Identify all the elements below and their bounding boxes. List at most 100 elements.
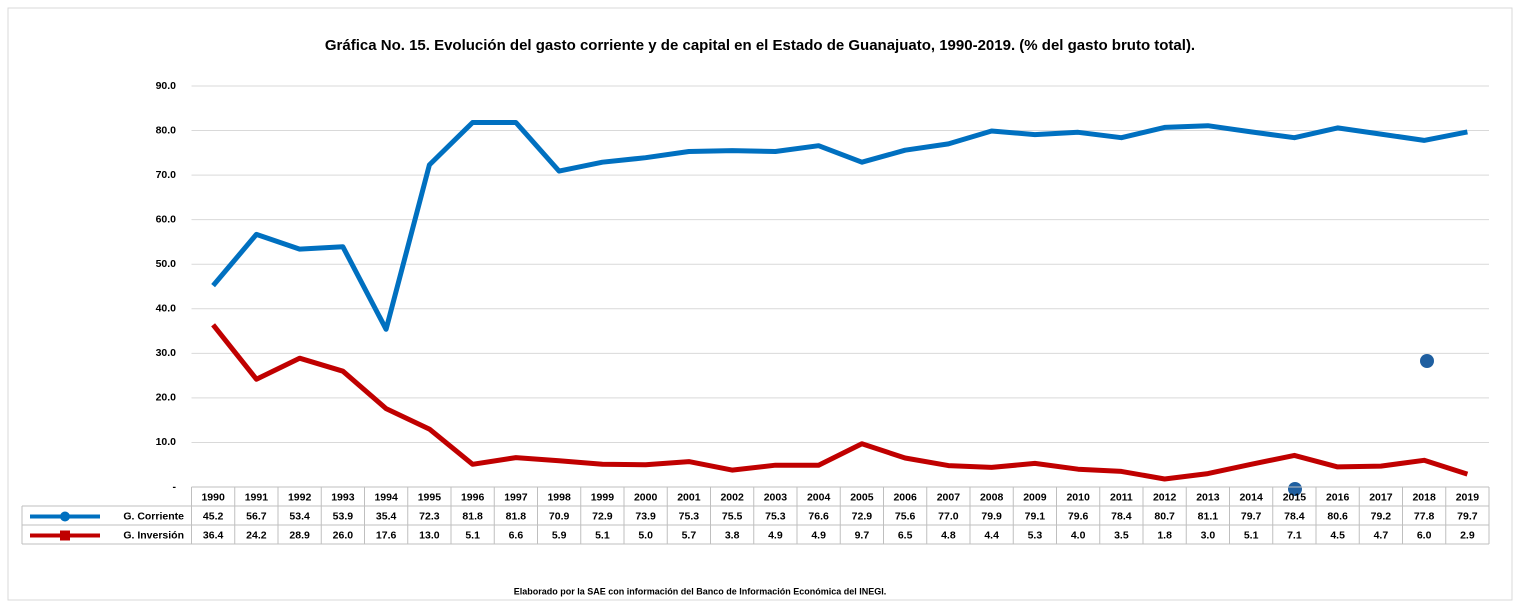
table-value: 6.5 (898, 529, 913, 541)
y-tick-label: 10.0 (156, 436, 177, 448)
x-tick-label: 2014 (1239, 491, 1263, 503)
table-value: 3.0 (1201, 529, 1216, 541)
table-value: 6.6 (509, 529, 524, 541)
table-value: 75.3 (765, 510, 786, 522)
x-tick-label: 1995 (418, 491, 442, 503)
x-tick-label: 2015 (1283, 491, 1307, 503)
table-value: 80.7 (1154, 510, 1175, 522)
table-value: 5.1 (465, 529, 480, 541)
x-tick-label: 1997 (504, 491, 528, 503)
x-tick-label: 1996 (461, 491, 485, 503)
x-tick-label: 2008 (980, 491, 1004, 503)
table-value: 80.6 (1327, 510, 1348, 522)
table-value: 5.3 (1028, 529, 1043, 541)
table-value: 4.0 (1071, 529, 1086, 541)
table-value: 3.5 (1114, 529, 1129, 541)
table-value: 72.3 (419, 510, 440, 522)
table-value: 56.7 (246, 510, 267, 522)
x-tick-label: 2019 (1456, 491, 1480, 503)
table-value: 75.3 (679, 510, 700, 522)
legend-marker (60, 511, 70, 522)
source-note: Elaborado por la SAE con información del… (514, 586, 887, 596)
table-value: 79.6 (1068, 510, 1089, 522)
y-tick-label: 40.0 (156, 303, 177, 315)
table-value: 5.9 (552, 529, 567, 541)
table-value: 35.4 (376, 510, 397, 522)
table-value: 79.7 (1457, 510, 1478, 522)
table-value: 77.0 (938, 510, 959, 522)
x-tick-label: 2018 (1412, 491, 1436, 503)
x-tick-label: 2016 (1326, 491, 1350, 503)
table-value: 4.7 (1374, 529, 1389, 541)
table-value: 26.0 (333, 529, 354, 541)
table-value: 4.8 (941, 529, 956, 541)
y-tick-label: 30.0 (156, 347, 177, 359)
series-line (211, 120, 1468, 332)
table-value: 5.0 (638, 529, 653, 541)
table-value: 2.9 (1460, 529, 1475, 541)
y-tick-label: 70.0 (156, 169, 177, 181)
chart-title: Gráfica No. 15. Evolución del gasto corr… (325, 37, 1195, 54)
table-value: 45.2 (203, 510, 224, 522)
stray-marker (1288, 482, 1302, 496)
table-value: 4.5 (1330, 529, 1345, 541)
table-value: 9.7 (855, 529, 870, 541)
x-tick-label: 2006 (893, 491, 917, 503)
table-value: 73.9 (635, 510, 656, 522)
table-value: 7.1 (1287, 529, 1302, 541)
stray-marker (1420, 354, 1434, 368)
chart-frame (7, 7, 1513, 601)
table-value: 72.9 (852, 510, 873, 522)
table-value: 3.8 (725, 529, 740, 541)
y-tick-label: 90.0 (156, 80, 177, 92)
table-value: 79.1 (1025, 510, 1046, 522)
table-value: 75.5 (722, 510, 743, 522)
table-value: 79.2 (1371, 510, 1392, 522)
table-value: 4.4 (984, 529, 999, 541)
table-value: 72.9 (592, 510, 613, 522)
table-value: 81.8 (506, 510, 527, 522)
x-tick-label: 1993 (331, 491, 355, 503)
x-tick-label: 2007 (937, 491, 961, 503)
y-tick-label: 80.0 (156, 124, 177, 136)
x-tick-label: 1999 (591, 491, 615, 503)
table-value: 79.7 (1241, 510, 1262, 522)
table-value: 53.4 (289, 510, 310, 522)
x-tick-label: 2009 (1023, 491, 1047, 503)
x-tick-label: 1991 (245, 491, 269, 503)
table-value: 76.6 (808, 510, 829, 522)
x-tick-label: 2011 (1110, 491, 1133, 503)
x-tick-label: 2005 (850, 491, 874, 503)
series-line (211, 323, 1469, 482)
y-tick-label: - (173, 481, 177, 493)
x-tick-label: 2001 (677, 491, 701, 503)
table-value: 53.9 (333, 510, 354, 522)
x-tick-label: 2012 (1153, 491, 1177, 503)
legend-label: G. Corriente (123, 510, 184, 522)
legend-marker (60, 530, 70, 541)
table-value: 78.4 (1284, 510, 1305, 522)
y-tick-label: 50.0 (156, 258, 177, 270)
table-value: 78.4 (1111, 510, 1132, 522)
table-value: 1.8 (1157, 529, 1172, 541)
table-value: 79.9 (981, 510, 1002, 522)
table-value: 4.9 (768, 529, 783, 541)
x-tick-label: 2003 (764, 491, 788, 503)
x-tick-label: 2000 (634, 491, 658, 503)
table-value: 28.9 (289, 529, 310, 541)
table-value: 81.8 (462, 510, 483, 522)
x-tick-label: 2010 (1066, 491, 1090, 503)
table-value: 24.2 (246, 529, 267, 541)
x-tick-label: 2013 (1196, 491, 1220, 503)
x-tick-label: 1998 (547, 491, 571, 503)
y-tick-label: 60.0 (156, 213, 177, 225)
x-tick-label: 2002 (720, 491, 744, 503)
legend-label: G. Inversión (123, 529, 184, 541)
table-value: 5.7 (682, 529, 697, 541)
table-value: 6.0 (1417, 529, 1432, 541)
y-tick-label: 20.0 (156, 392, 177, 404)
x-tick-label: 1992 (288, 491, 312, 503)
table-value: 17.6 (376, 529, 397, 541)
x-tick-label: 1990 (201, 491, 225, 503)
